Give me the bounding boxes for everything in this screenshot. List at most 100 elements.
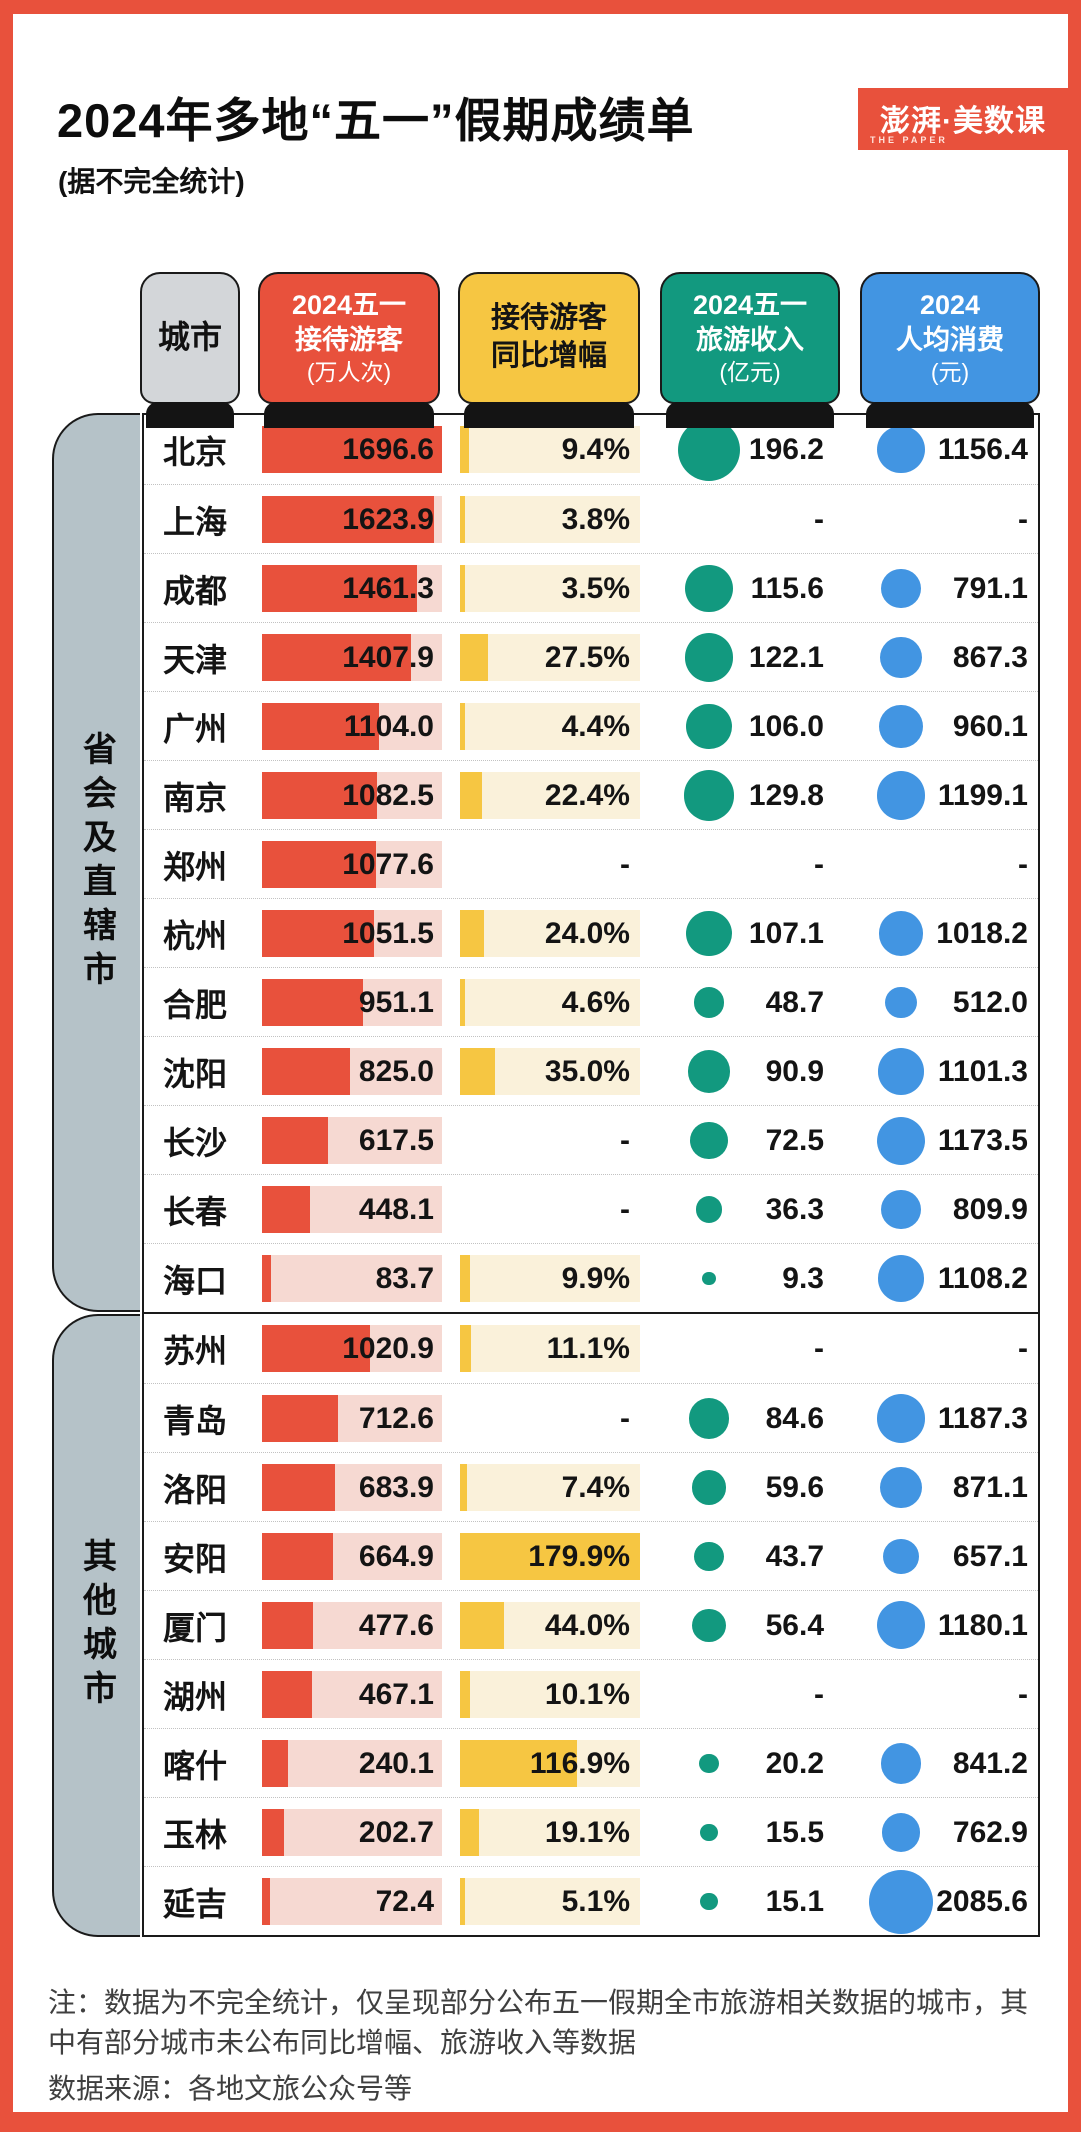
city-label: 天津 [162,641,227,678]
revenue-value: 48.7 [765,985,824,1019]
spending-circle [881,1189,921,1230]
table-row: 长沙 617.5 - 72.5 1173.5 [144,1105,1038,1174]
missing-value-dash: - [814,847,824,881]
visitors-bar [262,772,377,819]
revenue-value: 56.4 [765,1608,824,1642]
column-header-revenue-line1: 2024五一 [692,289,808,320]
city-label: 上海 [162,503,227,540]
city-label: 青岛 [162,1402,227,1439]
visitors-bar [262,910,374,957]
spending-value: 871.1 [952,1470,1028,1504]
missing-value-dash: - [620,1123,630,1157]
visitors-value: 951.1 [358,985,434,1019]
spending-value: 809.9 [952,1192,1028,1226]
growth-bar [460,496,465,543]
spending-value: 762.9 [952,1815,1028,1849]
spending-value: 657.1 [952,1539,1028,1573]
visitors-bar [262,1395,338,1442]
visitors-track: 1104.0 [262,703,442,750]
table-row: 沈阳 825.0 35.0% 90.9 1101.3 [144,1036,1038,1105]
column-header-visitors-line1: 2024五一 [291,289,407,320]
city-label: 长春 [162,1193,227,1230]
missing-value-dash: - [1018,1331,1028,1365]
footnote-source: 数据来源：各地文旅公众号等 [48,2072,413,2104]
visitors-value: 1696.6 [342,432,434,466]
tab-base-revenue [666,402,834,428]
spending-value: 1156.4 [937,432,1028,466]
page-subtitle: (据不完全统计) [58,166,245,197]
spending-circle [877,1116,925,1165]
visitors-bar [262,1809,284,1856]
revenue-circle [685,564,733,613]
growth-value: 10.1% [544,1677,630,1711]
city-label: 玉林 [162,1816,227,1853]
visitors-track: 617.5 [262,1117,442,1164]
revenue-value: 15.1 [765,1884,824,1918]
revenue-circle [700,1892,718,1911]
city-label: 喀什 [162,1747,227,1784]
visitors-value: 712.6 [358,1401,434,1435]
spending-value: 1180.1 [937,1608,1028,1642]
growth-track: 9.9% [460,1255,640,1302]
growth-bar [460,426,470,473]
table-row: 天津 1407.9 27.5% 122.1 867.3 [144,622,1038,691]
city-label: 北京 [162,433,227,470]
publisher-logo: 澎湃·美数课 THE PAPER [858,88,1068,150]
table-row: 合肥 951.1 4.6% 48.7 512.0 [144,967,1038,1036]
spending-value: 1199.1 [937,778,1028,812]
tab-base-city [146,402,234,428]
city-label: 安阳 [162,1540,227,1577]
revenue-circle [684,633,734,682]
revenue-circle [692,1608,726,1643]
spending-value: 960.1 [952,709,1028,743]
publisher-logo-text: 澎湃·美数课 [880,105,1046,138]
table-row: 成都 1461.3 3.5% 115.6 791.1 [144,553,1038,622]
visitors-bar [262,496,435,543]
revenue-circle [678,418,740,481]
frame-left [0,0,13,2132]
visitors-value: 448.1 [358,1192,434,1226]
visitors-track: 664.9 [262,1533,442,1580]
spending-circle [876,1601,925,1650]
table-row: 广州 1104.0 4.4% 106.0 960.1 [144,691,1038,760]
growth-value: 22.4% [544,778,630,812]
revenue-value: 129.8 [748,778,824,812]
city-label: 延吉 [162,1885,227,1922]
spending-circle [880,1743,922,1784]
section-label-others: 其他城市 [77,1537,116,1714]
growth-track: 19.1% [460,1809,640,1856]
column-header-spending-unit: (元) [930,359,970,386]
section-bracket-others: 其他城市 [52,1314,140,1937]
spending-circle [880,1466,922,1509]
city-label: 湖州 [162,1678,227,1715]
visitors-bar [262,1325,371,1372]
growth-value: 19.1% [544,1815,630,1849]
section-bracket-capitals: 省会及直辖市 [52,413,140,1312]
visitors-track: 1696.6 [262,426,442,473]
spending-value: 1187.3 [937,1401,1028,1435]
column-header-revenue-line2: 旅游收入 [696,325,804,356]
revenue-circle [693,987,725,1018]
city-label: 厦门 [162,1609,227,1646]
growth-bar [460,1740,577,1787]
visitors-track: 1407.9 [262,634,442,681]
growth-missing: - [460,841,640,888]
spending-circle [878,911,924,956]
spending-value: 867.3 [952,640,1028,674]
visitors-track: 1623.9 [262,496,442,543]
visitors-bar [262,1671,312,1718]
growth-value: 3.8% [561,502,630,536]
revenue-value: 9.3 [782,1261,824,1295]
city-label: 南京 [162,779,227,816]
growth-bar [460,1464,468,1511]
visitors-track: 477.6 [262,1602,442,1649]
growth-track: 4.4% [460,703,640,750]
visitors-value: 683.9 [358,1470,434,1504]
revenue-circle [695,1196,723,1223]
missing-value-dash: - [1018,502,1028,536]
visitors-value: 1407.9 [342,640,434,674]
growth-track: 44.0% [460,1602,640,1649]
visitors-value: 467.1 [358,1677,434,1711]
missing-value-dash: - [814,1677,824,1711]
